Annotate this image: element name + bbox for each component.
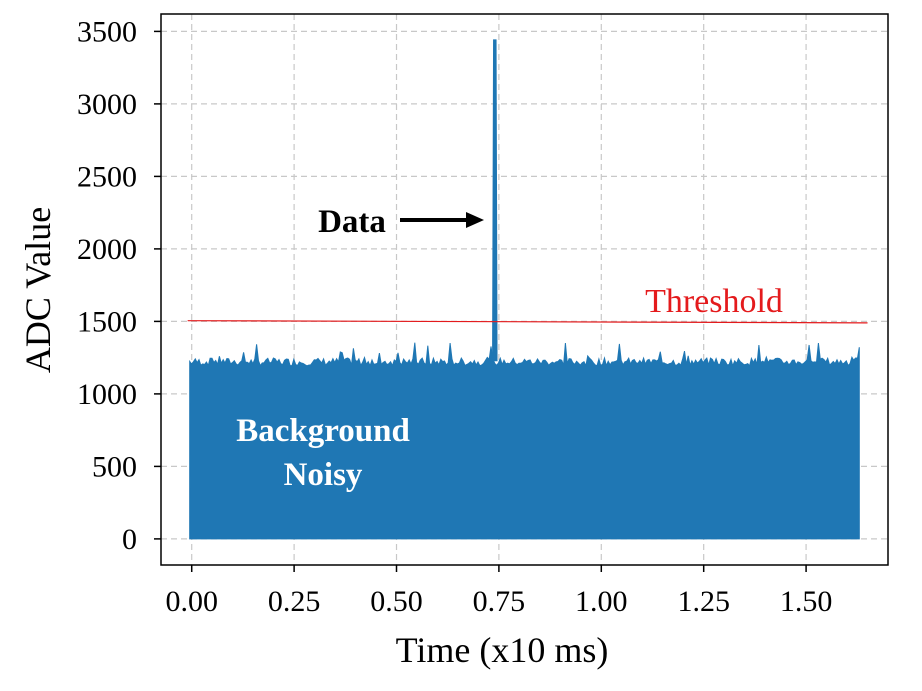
x-tick-label: 1.00 <box>575 585 628 618</box>
threshold-line <box>187 320 868 324</box>
y-axis-label: ADC Value <box>18 207 58 373</box>
data-annotation-label: Data <box>318 204 386 240</box>
x-tick-label: 1.50 <box>780 585 833 618</box>
y-tick-label: 2500 <box>77 160 137 193</box>
data-annotation: Data <box>318 204 484 240</box>
plot-frame <box>160 13 889 566</box>
noise-area <box>189 342 860 540</box>
threshold-line-group <box>187 320 868 324</box>
threshold-label: Threshold <box>645 283 783 320</box>
background-annotation: Background Noisy <box>236 413 410 493</box>
y-axis-ticks: 0 500 1000 1500 2000 2500 3000 3500 <box>77 15 161 556</box>
y-tick-label: 0 <box>122 523 137 556</box>
x-tick-label: 0.75 <box>473 585 526 618</box>
y-tick-label: 3500 <box>77 15 137 48</box>
series-area <box>189 39 860 540</box>
background-label-line1: Background <box>236 413 410 449</box>
x-tick-label: 0.00 <box>165 585 218 618</box>
data-arrow-head <box>466 212 484 228</box>
x-tick-label: 0.25 <box>268 585 321 618</box>
y-tick-label: 2000 <box>77 233 137 266</box>
y-tick-label: 1000 <box>77 378 137 411</box>
y-tick-label: 1500 <box>77 305 137 338</box>
x-axis-label: Time (x10 ms) <box>396 630 609 670</box>
x-axis-ticks: 0.00 0.25 0.50 0.75 1.00 1.25 1.50 <box>165 565 832 618</box>
y-tick-label: 500 <box>92 450 137 483</box>
x-tick-label: 0.50 <box>370 585 423 618</box>
y-tick-label: 3000 <box>77 88 137 121</box>
data-spike <box>492 39 498 362</box>
background-label-line2: Noisy <box>284 457 363 493</box>
x-tick-label: 1.25 <box>677 585 730 618</box>
